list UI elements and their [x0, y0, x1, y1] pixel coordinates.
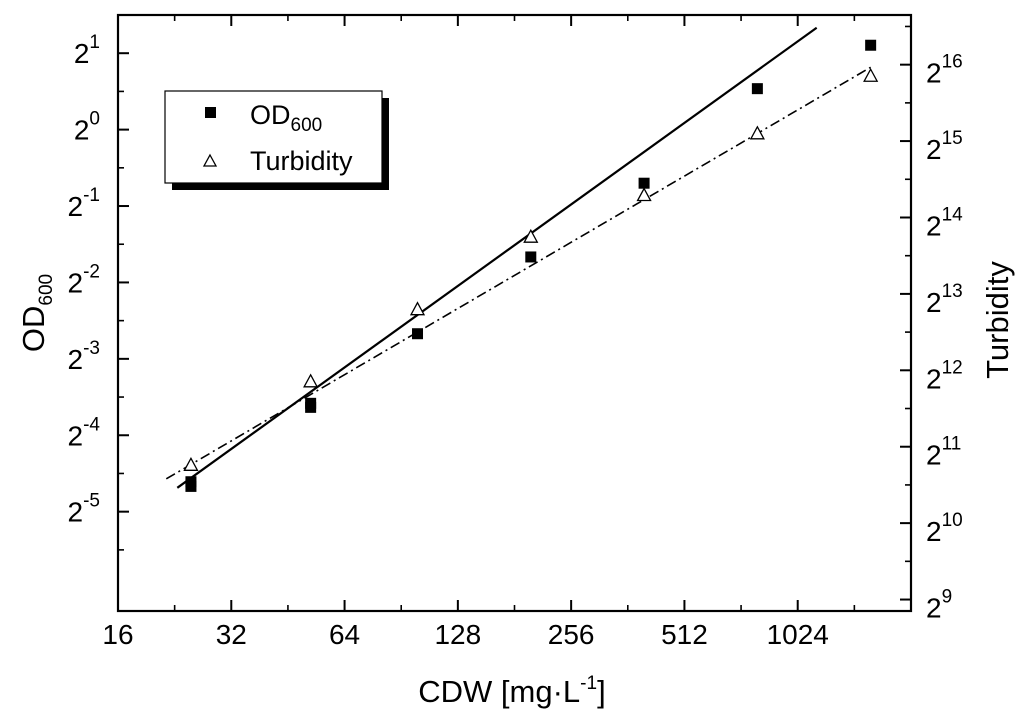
point-turbidity	[749, 125, 765, 140]
y-left-tick-label: 2-4	[68, 414, 101, 451]
y-left-tick-exp: -2	[83, 261, 100, 282]
y-left-tick-base: 2	[68, 344, 84, 375]
y-right-tick-exp: 15	[942, 128, 963, 149]
point-od600	[305, 401, 317, 413]
x-tick-label: 64	[329, 619, 360, 650]
y-left-tick-label: 21	[74, 32, 100, 69]
legend: OD600 Turbidity	[164, 90, 389, 190]
y-left-tick-exp: 1	[89, 32, 100, 53]
legend-box	[164, 90, 383, 184]
point-turbidity	[523, 228, 539, 243]
y-right-tick-base: 2	[926, 440, 942, 471]
y-right-axis-title: Turbidity	[980, 261, 1015, 379]
fit-line-od600	[176, 26, 818, 489]
y-right-tick-exp: 10	[942, 510, 963, 531]
x-tick-label: 128	[434, 619, 481, 650]
y-right-tick-exp: 9	[942, 587, 953, 608]
legend-od-main: OD	[250, 100, 291, 130]
x-tick-label: 1024	[767, 619, 829, 650]
y-left-tick-exp: -5	[83, 491, 100, 512]
y-left-tick-label: 2-1	[68, 185, 100, 222]
fit-lines	[165, 26, 872, 489]
y-left-tick-exp: -4	[83, 414, 100, 435]
point-turbidity	[303, 373, 319, 388]
x-axis-title: CDW [mg·L-1]	[418, 673, 605, 709]
legend-label-turbidity: Turbidity	[250, 146, 353, 176]
y-left-tick-base: 2	[68, 497, 84, 528]
y-left-tick-label: 2-3	[68, 338, 100, 375]
y-right-tick-base: 2	[926, 58, 942, 89]
point-od600	[751, 83, 763, 95]
axis-ticks: 16 32 64 128 256 512 102421202-12-22-32-42-521…	[68, 15, 963, 650]
y-right-tick-label: 29	[926, 587, 952, 624]
y-left-tick-base: 2	[68, 191, 84, 222]
y-right-tick-label: 211	[926, 434, 961, 471]
legend-label-od600: OD600	[250, 100, 322, 136]
x-tick-label: 32	[216, 619, 247, 650]
y-left-tick-base: 2	[68, 420, 84, 451]
point-od600	[412, 328, 424, 340]
y-right-tick-exp: 12	[942, 357, 963, 378]
x-title-close: ]	[597, 674, 606, 709]
y-right-tick-base: 2	[926, 363, 942, 394]
y-left-tick-exp: 0	[89, 109, 100, 130]
y-right-tick-label: 213	[926, 281, 963, 318]
fit-line-turbidity	[165, 66, 872, 480]
point-od600	[185, 480, 197, 492]
y-left-tick-label: 20	[74, 109, 100, 146]
y-left-tick-exp: -3	[83, 338, 100, 359]
x-tick-label: 256	[548, 619, 595, 650]
data-points	[183, 39, 879, 492]
y-right-tick-label: 216	[926, 52, 963, 89]
y-left-tick-base: 2	[74, 38, 90, 69]
x-title-main: CDW [mg·L	[418, 674, 580, 709]
y-right-tick-base: 2	[926, 210, 942, 241]
y-left-tick-label: 2-2	[68, 261, 100, 298]
point-turbidity	[636, 187, 652, 202]
y-right-tick-label: 214	[926, 204, 963, 241]
y-right-tick-base: 2	[926, 593, 942, 624]
y-right-tick-exp: 11	[942, 434, 962, 455]
y-right-tick-label: 212	[926, 357, 963, 394]
point-od600	[525, 251, 537, 263]
y-right-tick-exp: 16	[942, 52, 963, 73]
point-turbidity	[183, 456, 199, 471]
x-tick-label: 16	[102, 619, 133, 650]
point-od600	[865, 39, 877, 51]
point-od600	[638, 177, 650, 189]
point-turbidity	[863, 67, 879, 82]
y-right-tick-base: 2	[926, 134, 942, 165]
y-right-tick-label: 210	[926, 510, 963, 547]
y-left-tick-base: 2	[74, 115, 90, 146]
y-left-tick-base: 2	[68, 267, 84, 298]
y-left-title-main: OD	[16, 306, 51, 353]
y-left-title-sub: 600	[36, 274, 57, 306]
legend-marker-od600	[205, 107, 216, 118]
y-right-tick-label: 215	[926, 128, 963, 165]
y-right-tick-base: 2	[926, 287, 942, 318]
y-right-tick-base: 2	[926, 516, 942, 547]
legend-marker-turbidity	[202, 153, 218, 167]
y-left-axis-title: OD600	[16, 274, 57, 352]
x-tick-label: 512	[661, 619, 708, 650]
y-right-tick-exp: 13	[942, 281, 963, 302]
point-turbidity	[409, 301, 426, 316]
y-left-tick-label: 2-5	[68, 491, 100, 528]
x-title-sup: -1	[580, 673, 597, 694]
legend-od-sub: 600	[291, 115, 323, 136]
y-right-tick-exp: 14	[942, 204, 964, 225]
y-left-tick-exp: -1	[83, 185, 100, 206]
